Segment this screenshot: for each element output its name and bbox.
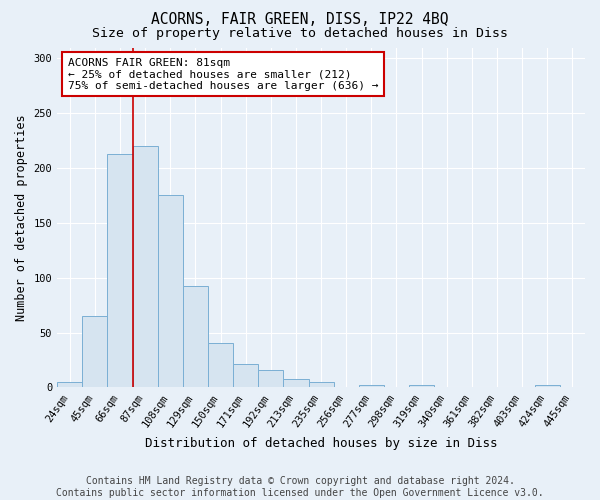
Text: ACORNS FAIR GREEN: 81sqm
← 25% of detached houses are smaller (212)
75% of semi-: ACORNS FAIR GREEN: 81sqm ← 25% of detach… — [68, 58, 378, 91]
Bar — [208, 344, 233, 388]
Y-axis label: Number of detached properties: Number of detached properties — [15, 114, 28, 320]
Bar — [359, 385, 384, 388]
Text: Size of property relative to detached houses in Diss: Size of property relative to detached ho… — [92, 28, 508, 40]
Bar — [158, 196, 183, 388]
Bar — [535, 385, 560, 388]
Bar — [308, 382, 334, 388]
Bar — [107, 154, 133, 388]
Bar — [133, 146, 158, 388]
Bar — [283, 378, 308, 388]
Text: Contains HM Land Registry data © Crown copyright and database right 2024.
Contai: Contains HM Land Registry data © Crown c… — [56, 476, 544, 498]
X-axis label: Distribution of detached houses by size in Diss: Distribution of detached houses by size … — [145, 437, 497, 450]
Bar — [233, 364, 258, 388]
Text: ACORNS, FAIR GREEN, DISS, IP22 4BQ: ACORNS, FAIR GREEN, DISS, IP22 4BQ — [151, 12, 449, 28]
Bar — [258, 370, 283, 388]
Bar — [183, 286, 208, 388]
Bar — [57, 382, 82, 388]
Bar — [82, 316, 107, 388]
Bar — [409, 385, 434, 388]
